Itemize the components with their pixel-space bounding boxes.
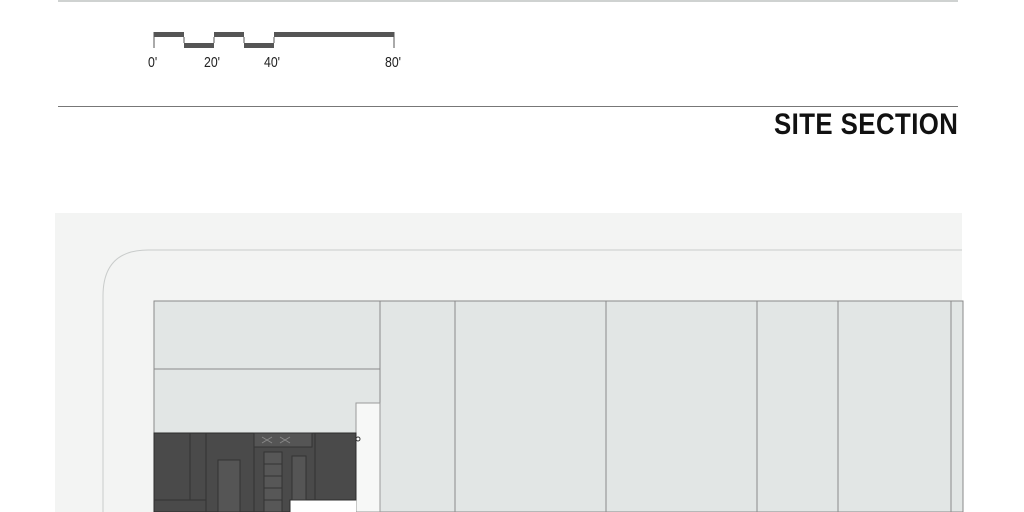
parcel-upper-left <box>153 300 381 370</box>
parcel-2 <box>379 300 456 512</box>
parcel-3 <box>454 300 607 512</box>
scale-segment-30-40 <box>244 43 274 48</box>
stair <box>263 451 283 512</box>
scale-label-80: 80' <box>385 54 402 71</box>
parcels <box>153 300 964 512</box>
core-b <box>291 455 307 501</box>
fixture-2 <box>261 436 273 444</box>
parcel-6 <box>837 300 952 512</box>
parcel-5 <box>756 300 839 512</box>
scale-segment-10-20 <box>184 43 214 48</box>
parcel-4 <box>605 300 758 512</box>
scale-label-0: 0' <box>148 54 158 71</box>
section-title: SITE SECTION <box>773 108 958 141</box>
scale-label-20: 20' <box>204 54 221 71</box>
hydrant-marker <box>355 436 361 442</box>
scale-segment-0-10 <box>154 32 184 37</box>
lot-notch <box>355 402 381 512</box>
scale-segment-40-80 <box>274 32 394 37</box>
fixture-4 <box>279 436 291 444</box>
scale-segment-20-30 <box>214 32 244 37</box>
courtyard <box>290 500 356 512</box>
dark-building-footprint <box>153 432 361 512</box>
core-a <box>217 459 241 512</box>
corridor-top <box>253 432 313 448</box>
parcel-7 <box>950 300 964 512</box>
scale-bar <box>153 32 395 48</box>
scale-label-40: 40' <box>264 54 281 71</box>
curb-line <box>102 249 962 512</box>
